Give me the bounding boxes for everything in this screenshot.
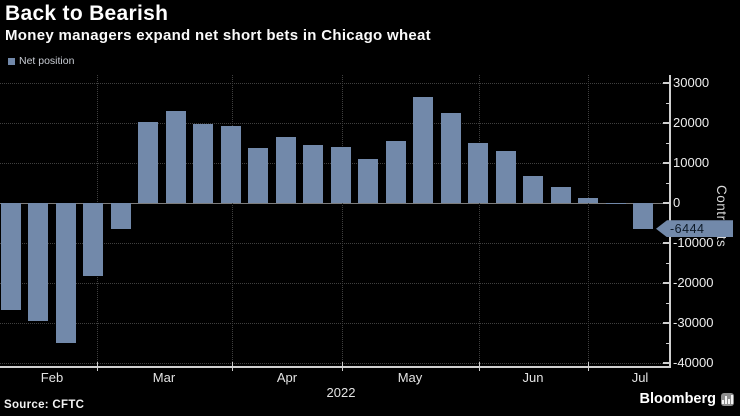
bar: [550, 187, 571, 203]
y-axis-tick: [663, 162, 669, 164]
y-tick-label: 20000: [673, 115, 710, 130]
y-tick-label: 10000: [673, 155, 710, 170]
zero-line: [0, 202, 669, 204]
bar: [275, 136, 296, 203]
x-axis-tick: [232, 362, 233, 371]
bar: [110, 203, 131, 229]
gridline: [0, 323, 669, 324]
bar: [28, 203, 48, 321]
gridline: [232, 75, 233, 366]
bar: [468, 142, 488, 203]
y-tick-label: 0: [673, 195, 681, 210]
legend-label: Net position: [19, 55, 75, 67]
gridline: [0, 83, 669, 84]
bloomberg-wordmark: Bloomberg: [639, 391, 716, 407]
x-tick-label: May: [397, 370, 423, 385]
x-axis-line: [0, 366, 671, 368]
gridline: [0, 243, 669, 244]
gridline: [479, 75, 480, 366]
y-axis-tick: [663, 122, 669, 124]
y-axis-tick: [663, 242, 669, 244]
bar: [413, 96, 433, 203]
bar: [578, 198, 598, 203]
bar: [358, 159, 378, 203]
bar: [385, 140, 406, 203]
bar: [495, 151, 516, 203]
bar: [248, 147, 268, 203]
gridline: [0, 123, 669, 124]
bar: [523, 176, 543, 203]
gridline: [0, 363, 669, 364]
y-axis-tick: [663, 282, 669, 284]
bar: [0, 203, 21, 310]
x-tick-label: Mar: [152, 370, 176, 385]
source-label: Source: CFTC: [4, 399, 85, 411]
x-axis-tick: [97, 362, 98, 371]
y-axis-minor-tick: [665, 182, 669, 184]
y-axis-minor-tick: [665, 262, 669, 264]
y-axis-tick: [663, 362, 669, 364]
x-axis-tick: [342, 362, 343, 371]
bar: [138, 122, 158, 203]
bloomberg-logo: Bloomberg: [639, 391, 734, 407]
bloomberg-chart-icon: [721, 392, 734, 406]
bar: [55, 203, 76, 343]
y-axis-minor-tick: [665, 302, 669, 304]
gridline: [0, 283, 669, 284]
chart-subtitle: Money managers expand net short bets in …: [5, 27, 431, 44]
y-axis-minor-tick: [665, 342, 669, 344]
chart-title: Back to Bearish: [5, 2, 169, 25]
gridline: [342, 75, 343, 366]
x-tick-label: Jul: [631, 370, 649, 385]
y-axis-tick: [663, 202, 669, 204]
bar: [193, 123, 213, 203]
bar: [83, 203, 103, 276]
gridline: [588, 75, 589, 366]
x-tick-label: Apr: [276, 370, 298, 385]
y-axis-tick: [663, 82, 669, 84]
bar: [165, 111, 186, 203]
legend: Net position: [8, 55, 74, 67]
last-value-label: -6444: [670, 221, 705, 236]
y-tick-label: 30000: [673, 75, 710, 90]
bar: [303, 145, 323, 203]
bar: [220, 126, 241, 203]
y-tick-label: -10000: [673, 235, 714, 250]
bar: [633, 203, 653, 229]
legend-swatch: [8, 57, 15, 65]
y-axis-minor-tick: [665, 142, 669, 144]
y-axis-minor-tick: [665, 102, 669, 104]
x-tick-label: Jun: [522, 370, 544, 385]
bar: [330, 146, 351, 203]
y-tick-label: -40000: [673, 355, 714, 370]
x-axis-tick: [479, 362, 480, 371]
y-axis-tick: [663, 322, 669, 324]
x-axis-tick: [588, 362, 589, 371]
x-axis-year-label: 2022: [326, 385, 356, 400]
last-value-badge: -6444: [656, 220, 733, 238]
x-tick-label: Feb: [40, 370, 64, 385]
y-axis-title: Contracts: [714, 185, 729, 248]
y-tick-label: -20000: [673, 275, 714, 290]
bar: [440, 113, 461, 203]
y-tick-label: -30000: [673, 315, 714, 330]
